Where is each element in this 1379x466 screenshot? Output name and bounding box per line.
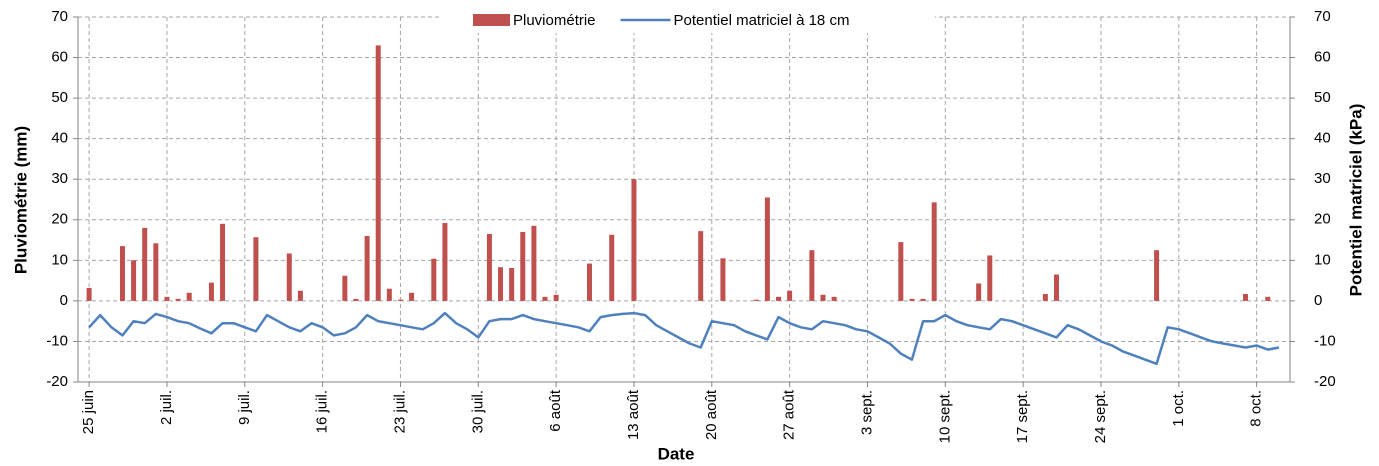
bar <box>509 268 515 301</box>
x-tick-label: 17 sept. <box>1014 390 1031 443</box>
y2-tick-label: 70 <box>1314 8 1331 25</box>
bar <box>631 179 637 301</box>
bar <box>976 283 982 301</box>
legend-swatch <box>473 14 510 26</box>
bar <box>1042 293 1048 301</box>
line <box>88 311 1280 366</box>
legend-label: Potentiel matriciel à 18 cm <box>674 12 850 29</box>
bar <box>1243 293 1249 301</box>
bar <box>353 298 359 301</box>
bar <box>342 275 348 301</box>
bar <box>520 231 526 301</box>
x-tick-label: 6 août <box>547 389 564 432</box>
y-tick-label: -10 <box>46 332 68 349</box>
x-tick-label: 13 août <box>625 389 642 440</box>
y2-tick-label: 50 <box>1314 89 1331 106</box>
bar <box>208 282 214 301</box>
x-tick-label: 9 juil. <box>236 390 253 425</box>
y-tick-label: 40 <box>51 130 68 147</box>
bar <box>531 225 537 301</box>
y-tick-label: 60 <box>51 49 68 66</box>
bar <box>776 296 782 301</box>
y-tick-label: 50 <box>51 89 68 106</box>
x-tick-label: 30 juil. <box>469 390 486 433</box>
bar <box>1265 296 1271 301</box>
bar <box>753 299 759 301</box>
y-tick-label: 0 <box>60 292 68 309</box>
y-tick-label: 70 <box>51 8 68 25</box>
bar <box>86 287 92 301</box>
bar <box>364 236 370 301</box>
bar <box>720 258 726 301</box>
y-axis-title: Pluviométrie (mm) <box>11 126 30 274</box>
bar <box>442 223 448 301</box>
bar <box>542 296 548 301</box>
y2-tick-label: 30 <box>1314 170 1331 187</box>
x-tick-label: 1 oct. <box>1170 390 1187 427</box>
y2-axis-title: Potentiel matriciel (kPa) <box>1346 104 1365 297</box>
bar <box>397 299 403 301</box>
y-tick-label: -20 <box>46 373 68 390</box>
bar <box>220 223 226 301</box>
x-tick-label: 23 juil. <box>391 390 408 433</box>
bar <box>153 243 159 301</box>
bar <box>131 260 137 301</box>
x-tick-label: 24 sept. <box>1092 390 1109 443</box>
y-tick-label: 10 <box>51 251 68 268</box>
bar <box>609 234 615 301</box>
bar <box>787 290 793 301</box>
x-tick-label: 10 sept. <box>936 390 953 443</box>
x-tick-label: 20 août <box>703 389 720 440</box>
y2-tick-label: 40 <box>1314 130 1331 147</box>
bar <box>186 292 192 301</box>
x-tick-label: 25 juin <box>80 390 97 434</box>
bar <box>119 246 125 301</box>
y-tick-label: 20 <box>51 211 68 228</box>
bar <box>175 298 181 301</box>
bar <box>987 255 993 301</box>
bar <box>920 298 926 301</box>
bar <box>1154 250 1160 301</box>
bar <box>297 290 303 301</box>
bar <box>764 197 770 301</box>
bar <box>586 263 592 301</box>
bar <box>809 250 815 301</box>
bar <box>375 45 381 301</box>
bar <box>1053 274 1059 301</box>
y2-tick-label: -10 <box>1314 332 1336 349</box>
bar <box>142 227 148 301</box>
x-tick-label: 3 sept. <box>858 390 875 435</box>
legend-label: Pluviométrie <box>513 12 596 29</box>
x-tick-label: 2 juil. <box>158 390 175 425</box>
bar <box>498 267 504 301</box>
y-tick-label: 30 <box>51 170 68 187</box>
bar <box>386 288 392 301</box>
bar <box>164 296 170 301</box>
y2-tick-label: 60 <box>1314 49 1331 66</box>
legend-box <box>440 7 935 33</box>
bar <box>286 253 292 301</box>
bar <box>553 294 559 301</box>
bar <box>431 258 437 301</box>
bar <box>898 242 904 301</box>
bar <box>931 202 937 301</box>
bar <box>253 237 259 301</box>
bar <box>820 294 826 301</box>
bar <box>698 231 704 301</box>
x-axis-title: Date <box>658 444 695 463</box>
y2-tick-label: 0 <box>1314 292 1322 309</box>
bar <box>409 292 415 301</box>
bar <box>909 298 915 301</box>
y2-tick-label: 20 <box>1314 211 1331 228</box>
bar <box>486 233 492 301</box>
bar <box>831 296 837 301</box>
y2-tick-label: 10 <box>1314 251 1331 268</box>
x-tick-label: 16 juil. <box>314 390 331 433</box>
x-tick-label: 8 oct. <box>1248 390 1265 427</box>
y2-tick-label: -20 <box>1314 373 1336 390</box>
x-tick-label: 27 août <box>781 389 798 440</box>
